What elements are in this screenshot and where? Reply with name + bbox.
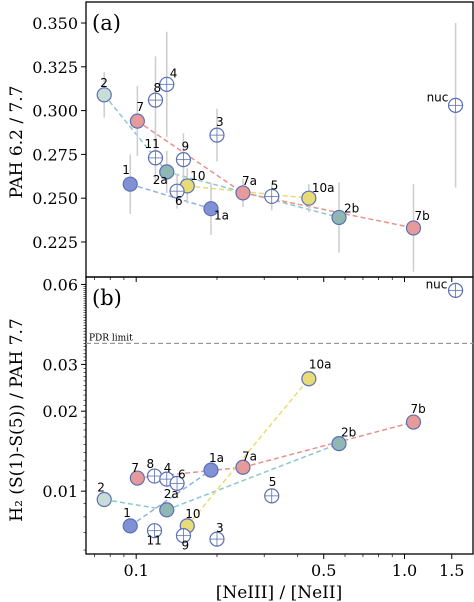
point-label: 7b xyxy=(410,402,425,416)
y-tick-label: 0.275 xyxy=(32,145,78,164)
panel-b-label: (b) xyxy=(92,286,122,310)
point-label: 3 xyxy=(216,115,224,129)
data-point xyxy=(203,201,219,217)
data-point xyxy=(405,414,422,430)
point-label: 1a xyxy=(209,451,224,465)
point-label: 10 xyxy=(185,507,200,521)
point-label: 5 xyxy=(271,178,279,192)
point-label: 9 xyxy=(181,539,189,553)
data-point xyxy=(203,462,219,478)
connector-line xyxy=(129,469,212,527)
x-tick-label: 0.1 xyxy=(123,561,148,580)
data-point xyxy=(301,371,317,387)
point-label: 1a xyxy=(214,209,229,223)
connector-line xyxy=(130,183,212,210)
point-label: nuc xyxy=(427,90,449,104)
panel-a-label: (a) xyxy=(92,11,121,35)
point-label: 11 xyxy=(144,137,159,151)
panel-a-plot: nuc 2 487 3 11 9 2a 1 10 6 7a 5 10a 1a 2b 7b xyxy=(96,23,464,272)
y-tick-label: 0.06 xyxy=(42,275,78,294)
pdr-limit-label: PDR limit xyxy=(89,333,133,343)
point-label: 2 xyxy=(97,481,105,495)
data-point xyxy=(405,220,422,236)
point-label: nuc xyxy=(426,277,448,291)
data-point xyxy=(235,459,251,475)
y-tick-label: 0.325 xyxy=(32,58,78,77)
connector-line xyxy=(242,192,414,229)
panel-a-ylabel: PAH 6.2 / 7.7 xyxy=(7,86,27,199)
y-tick-label: 0.02 xyxy=(42,402,78,421)
data-point xyxy=(159,164,175,180)
point-label: 7 xyxy=(131,461,139,475)
x-axis-label: [NeIII] / [NeII] xyxy=(216,583,343,602)
point-label: 2a xyxy=(164,487,179,501)
y-tick-label: 0.225 xyxy=(32,233,78,252)
y-tick-label: 0.03 xyxy=(42,355,78,374)
point-label: 2a xyxy=(153,173,168,187)
point-label: 8 xyxy=(146,457,154,471)
x-tick-label: 1.5 xyxy=(439,561,464,580)
point-label: 4 xyxy=(164,461,172,475)
data-point xyxy=(301,190,317,206)
panel-b-frame xyxy=(85,276,474,555)
data-point xyxy=(96,87,112,103)
connector-line xyxy=(104,498,167,511)
data-point xyxy=(235,185,251,201)
point-label: 10 xyxy=(190,169,205,183)
axes-ticks: 0.225 0.250 0.275 0.300 0.325 0.350 0.01 0.02 0.… xyxy=(32,14,464,580)
point-label: 5 xyxy=(269,475,277,489)
point-label: 4 xyxy=(170,66,178,80)
y-tick-label: 0.250 xyxy=(32,189,78,208)
point-label: 6 xyxy=(175,194,183,208)
y-tick-label: 0.300 xyxy=(32,102,78,121)
data-point xyxy=(159,502,175,518)
connector-line xyxy=(136,120,244,194)
point-label: 11 xyxy=(146,534,161,548)
y-tick-label: 0.350 xyxy=(32,14,78,33)
point-label: 10a xyxy=(312,181,335,195)
point-label: 8 xyxy=(153,81,161,95)
point-label: 6 xyxy=(178,467,186,481)
point-label: 3 xyxy=(216,521,224,535)
x-tick-label: 1.0 xyxy=(392,561,417,580)
data-point xyxy=(129,470,145,486)
point-label: 1 xyxy=(123,506,131,520)
y-tick-label: 0.01 xyxy=(42,482,78,501)
connector-line xyxy=(242,421,414,468)
connector-line xyxy=(187,185,309,199)
point-label: 2 xyxy=(100,76,108,90)
panel-b-ylabel: H₂ (S(1)-S(5)) / PAH 7.7 xyxy=(7,318,27,521)
point-label: 7a xyxy=(242,449,257,463)
data-point xyxy=(129,113,145,129)
data-point xyxy=(122,518,138,534)
point-label: 2b xyxy=(344,201,359,215)
point-label: 7b xyxy=(414,209,429,223)
point-label: 1 xyxy=(122,163,130,177)
point-label: 7a xyxy=(242,174,257,188)
point-label: 10a xyxy=(309,358,332,372)
point-label: 7 xyxy=(136,100,144,114)
data-point xyxy=(331,209,347,226)
point-label: 2b xyxy=(341,426,356,440)
x-tick-label: 0.5 xyxy=(311,561,336,580)
point-label: 9 xyxy=(181,140,189,154)
connector-line xyxy=(166,442,340,511)
data-point xyxy=(96,491,112,508)
data-point xyxy=(122,176,138,192)
data-point xyxy=(331,436,347,452)
